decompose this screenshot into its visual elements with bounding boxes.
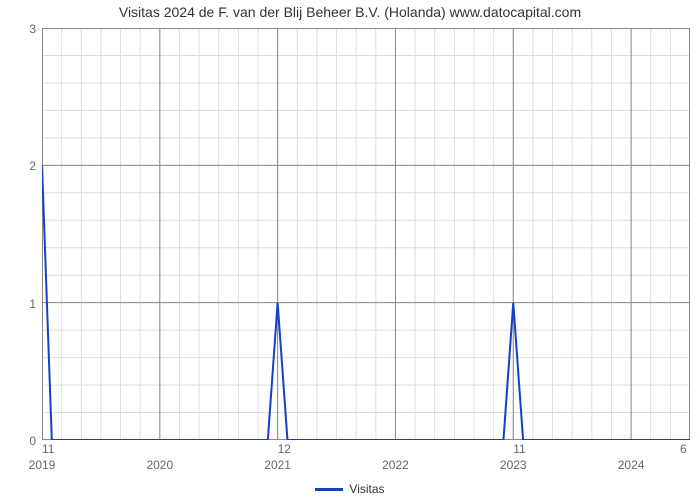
y-tick-label: 0 xyxy=(29,434,36,448)
data-count-label: 11 xyxy=(42,442,54,456)
legend-label: Visitas xyxy=(349,482,384,496)
x-tick-label: 2021 xyxy=(264,458,291,472)
data-count-label: 11 xyxy=(513,442,525,456)
x-tick-label: 2024 xyxy=(618,458,645,472)
chart-title: Visitas 2024 de F. van der Blij Beheer B… xyxy=(0,4,700,20)
x-tick-label: 2022 xyxy=(382,458,409,472)
data-count-label: 12 xyxy=(278,442,291,456)
y-tick-label: 1 xyxy=(29,297,36,311)
legend-swatch xyxy=(315,488,343,491)
legend: Visitas xyxy=(0,482,700,496)
x-tick-label: 2019 xyxy=(29,458,56,472)
plot-area xyxy=(42,28,690,440)
y-tick-label: 2 xyxy=(29,159,36,173)
x-tick-label: 2020 xyxy=(146,458,173,472)
y-tick-label: 3 xyxy=(29,22,36,36)
x-tick-label: 2023 xyxy=(500,458,527,472)
data-count-label: 6 xyxy=(680,442,687,456)
